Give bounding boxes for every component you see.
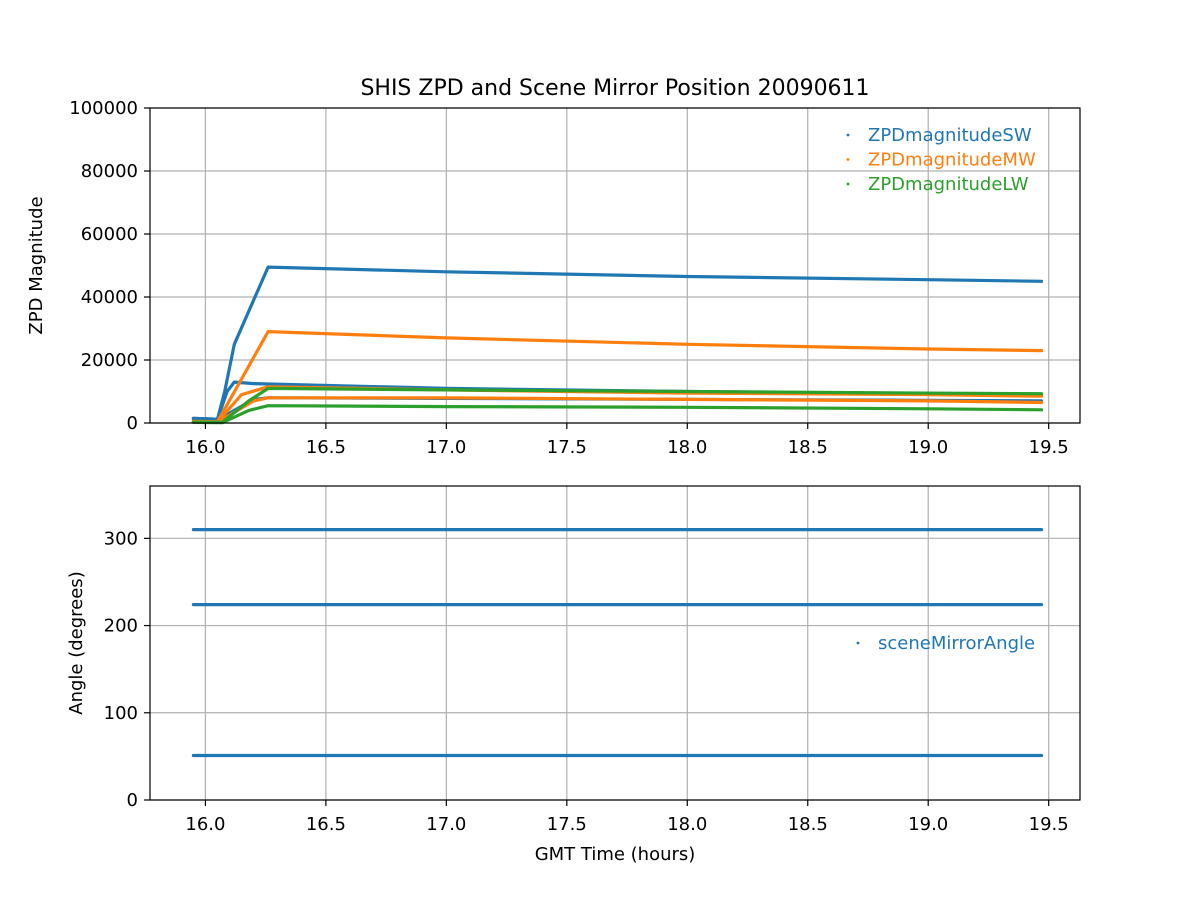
y-tick-label: 200 (104, 616, 138, 637)
x-tick-label: 16.5 (306, 437, 346, 458)
x-tick-label: 17.5 (547, 814, 587, 835)
legend-marker (846, 182, 850, 186)
y-tick-label: 0 (127, 413, 138, 434)
x-tick-label: 19.0 (908, 437, 948, 458)
y-tick-label: 20000 (81, 350, 138, 371)
series-ZPDmagnitudeMW-trace (191, 396, 1044, 424)
x-tick-label: 17.5 (547, 437, 587, 458)
y-tick-label: 0 (127, 790, 138, 811)
legend-marker (846, 133, 850, 137)
legend-marker (846, 158, 850, 161)
zpd-magnitude-panel: 16.0 16.5 17.0 17.5 18.0 18.5 19.0 19.5 0 20000 40… (26, 76, 1081, 458)
x-tick-label: 18.0 (667, 437, 707, 458)
x-tick-label: 17.0 (426, 437, 466, 458)
x-tick-label: 19.5 (1029, 437, 1069, 458)
scene-mirror-panel: 16.0 16.5 17.0 17.5 18.0 18.5 19.0 19.5 0 100 200 3… (66, 485, 1081, 865)
angle-plot-frame (149, 485, 1081, 801)
x-tick-label: 18.5 (788, 437, 828, 458)
legend-label: sceneMirrorAngle (878, 633, 1035, 654)
angle-ticks: 16.0 16.5 17.0 17.5 18.0 18.5 19.0 19.5 0 100 200 3… (104, 528, 1069, 835)
y-tick-label: 300 (104, 528, 138, 549)
zpd-ticks: 16.0 16.5 17.0 17.5 18.0 18.5 19.0 19.5 0 20000 40… (69, 98, 1068, 458)
x-tick-label: 18.0 (667, 814, 707, 835)
legend-marker (856, 641, 860, 645)
legend-label: ZPDmagnitudeMW (868, 150, 1036, 171)
x-tick-label: 19.5 (1029, 814, 1069, 835)
zpd-series (191, 265, 1044, 425)
y-tick-label: 80000 (81, 161, 138, 182)
y-tick-label: 60000 (81, 224, 138, 245)
x-tick-label: 19.0 (908, 814, 948, 835)
zpd-y-axis-label: ZPD Magnitude (26, 196, 47, 334)
series-ZPDmagnitudeLW-trace (191, 404, 1044, 425)
x-tick-label: 18.5 (788, 814, 828, 835)
x-tick-label: 16.0 (185, 437, 225, 458)
y-tick-label: 40000 (81, 287, 138, 308)
x-axis-label: GMT Time (hours) (535, 844, 696, 865)
chart-title: SHIS ZPD and Scene Mirror Position 20090… (360, 76, 869, 101)
y-tick-label: 100000 (69, 98, 138, 119)
y-tick-label: 100 (104, 703, 138, 724)
x-tick-label: 17.0 (426, 814, 466, 835)
angle-y-axis-label: Angle (degrees) (66, 571, 87, 714)
series-ZPDmagnitudeLW-trace (191, 386, 1044, 424)
legend-label: ZPDmagnitudeSW (868, 125, 1032, 146)
x-tick-label: 16.5 (306, 814, 346, 835)
legend-label: ZPDmagnitudeLW (868, 174, 1029, 195)
zpd-legend: ZPDmagnitudeSW ZPDmagnitudeMW ZPDmagnitude… (846, 125, 1036, 195)
series-ZPDmagnitudeMW-trace (191, 330, 1044, 424)
angle-grid (150, 486, 1080, 801)
x-tick-label: 16.0 (185, 814, 225, 835)
angle-legend: sceneMirrorAngle (856, 633, 1035, 654)
zpd-plot-frame (149, 107, 1081, 424)
angle-series (191, 527, 1044, 758)
